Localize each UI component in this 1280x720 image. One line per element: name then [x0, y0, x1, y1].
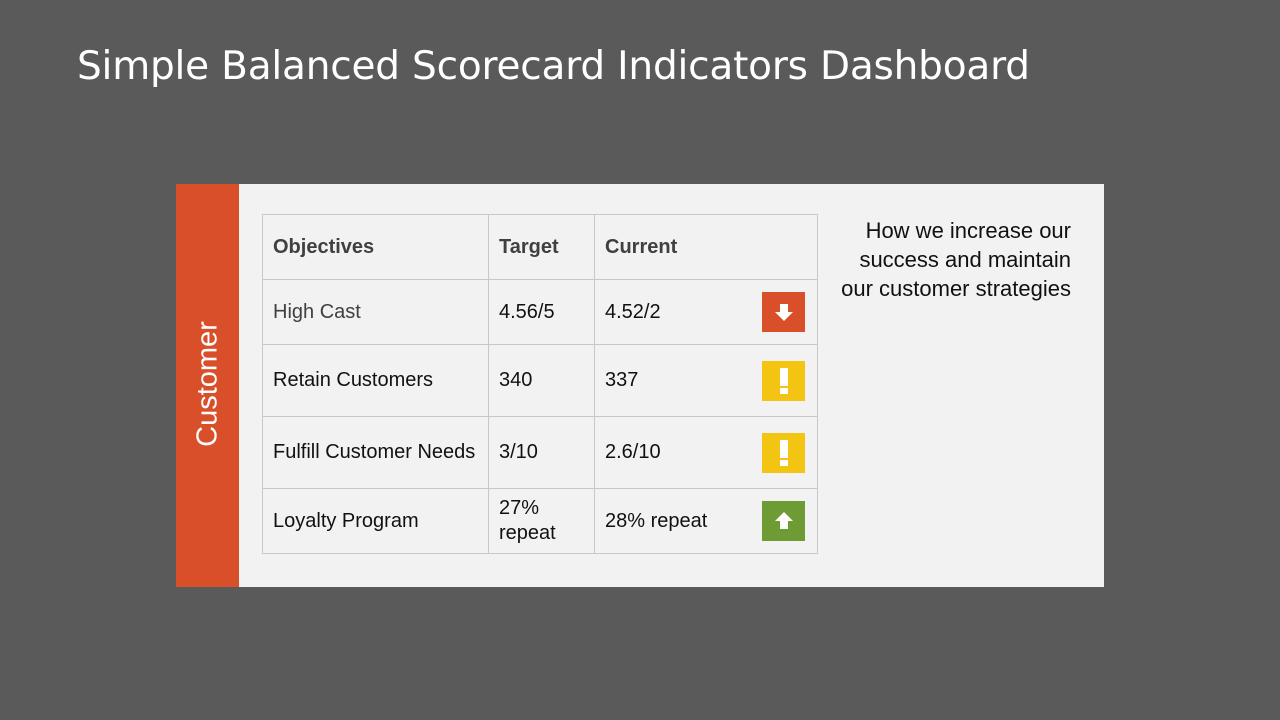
current-value: 4.52/2 — [605, 300, 661, 323]
target-cell: 27% repeat — [488, 488, 595, 554]
arrow-down-icon — [762, 292, 805, 332]
current-cell: 337 — [594, 344, 818, 417]
current-value: 337 — [605, 369, 639, 391]
objective-cell: Fulfill Customer Needs — [262, 416, 489, 489]
objective-cell: Loyalty Program — [262, 488, 489, 554]
scorecard-panel: Customer Objectives Target Current High … — [176, 184, 1104, 587]
target-cell: 4.56/5 — [488, 279, 595, 345]
category-band: Customer — [176, 184, 239, 587]
scorecard-table: Objectives Target Current High Cast 4.56… — [262, 214, 818, 554]
current-header: Current — [594, 214, 818, 280]
objective-cell: Retain Customers — [262, 344, 489, 417]
table-row: Retain Customers 340 337 — [262, 344, 818, 417]
target-cell: 340 — [488, 344, 595, 417]
current-cell: 4.52/2 — [594, 279, 818, 345]
exclamation-icon — [762, 360, 805, 401]
exclamation-icon — [762, 432, 805, 473]
current-value: 2.6/10 — [605, 441, 661, 463]
target-header: Target — [488, 214, 595, 280]
table-row: Fulfill Customer Needs 3/10 2.6/10 — [262, 416, 818, 489]
current-cell: 2.6/10 — [594, 416, 818, 489]
table-row: Loyalty Program 27% repeat 28% repeat — [262, 488, 818, 554]
current-value: 28% repeat — [605, 509, 708, 532]
table-row: High Cast 4.56/5 4.52/2 — [262, 279, 818, 345]
objectives-header: Objectives — [262, 214, 489, 280]
target-cell: 3/10 — [488, 416, 595, 489]
table-header-row: Objectives Target Current — [262, 214, 818, 280]
category-label: Customer — [191, 321, 224, 447]
objective-cell: High Cast — [262, 279, 489, 345]
slide-title: Simple Balanced Scorecard Indicators Das… — [77, 44, 1030, 89]
panel-description: How we increase our success and maintain… — [841, 218, 1071, 301]
current-cell: 28% repeat — [594, 488, 818, 554]
arrow-up-icon — [762, 501, 805, 541]
